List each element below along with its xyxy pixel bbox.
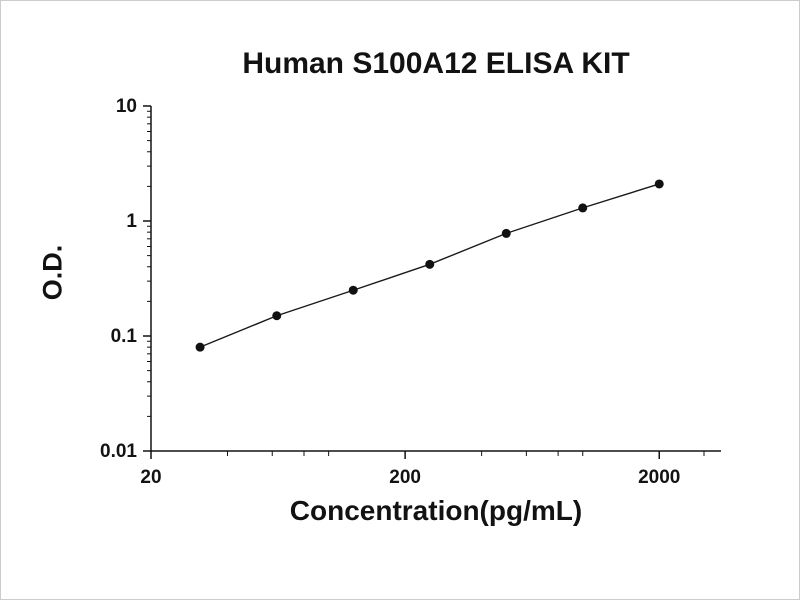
data-point: [578, 203, 588, 213]
x-tick-label: 2000: [638, 467, 680, 488]
y-tick-label: 0.1: [111, 326, 138, 347]
chart-title: Human S100A12 ELISA KIT: [242, 47, 630, 80]
x-tick-label: 200: [389, 467, 421, 488]
data-point: [654, 179, 664, 189]
data-point: [501, 228, 511, 238]
data-point: [348, 285, 358, 295]
y-tick-label: 1: [126, 211, 137, 232]
x-axis-label: Concentration(pg/mL): [289, 495, 583, 526]
y-tick-label: 0.01: [100, 441, 137, 462]
data-point: [195, 342, 205, 352]
data-point: [272, 311, 282, 321]
data-point: [425, 259, 435, 269]
x-tick-label: 20: [140, 467, 161, 488]
y-tick-label: 10: [116, 96, 137, 117]
